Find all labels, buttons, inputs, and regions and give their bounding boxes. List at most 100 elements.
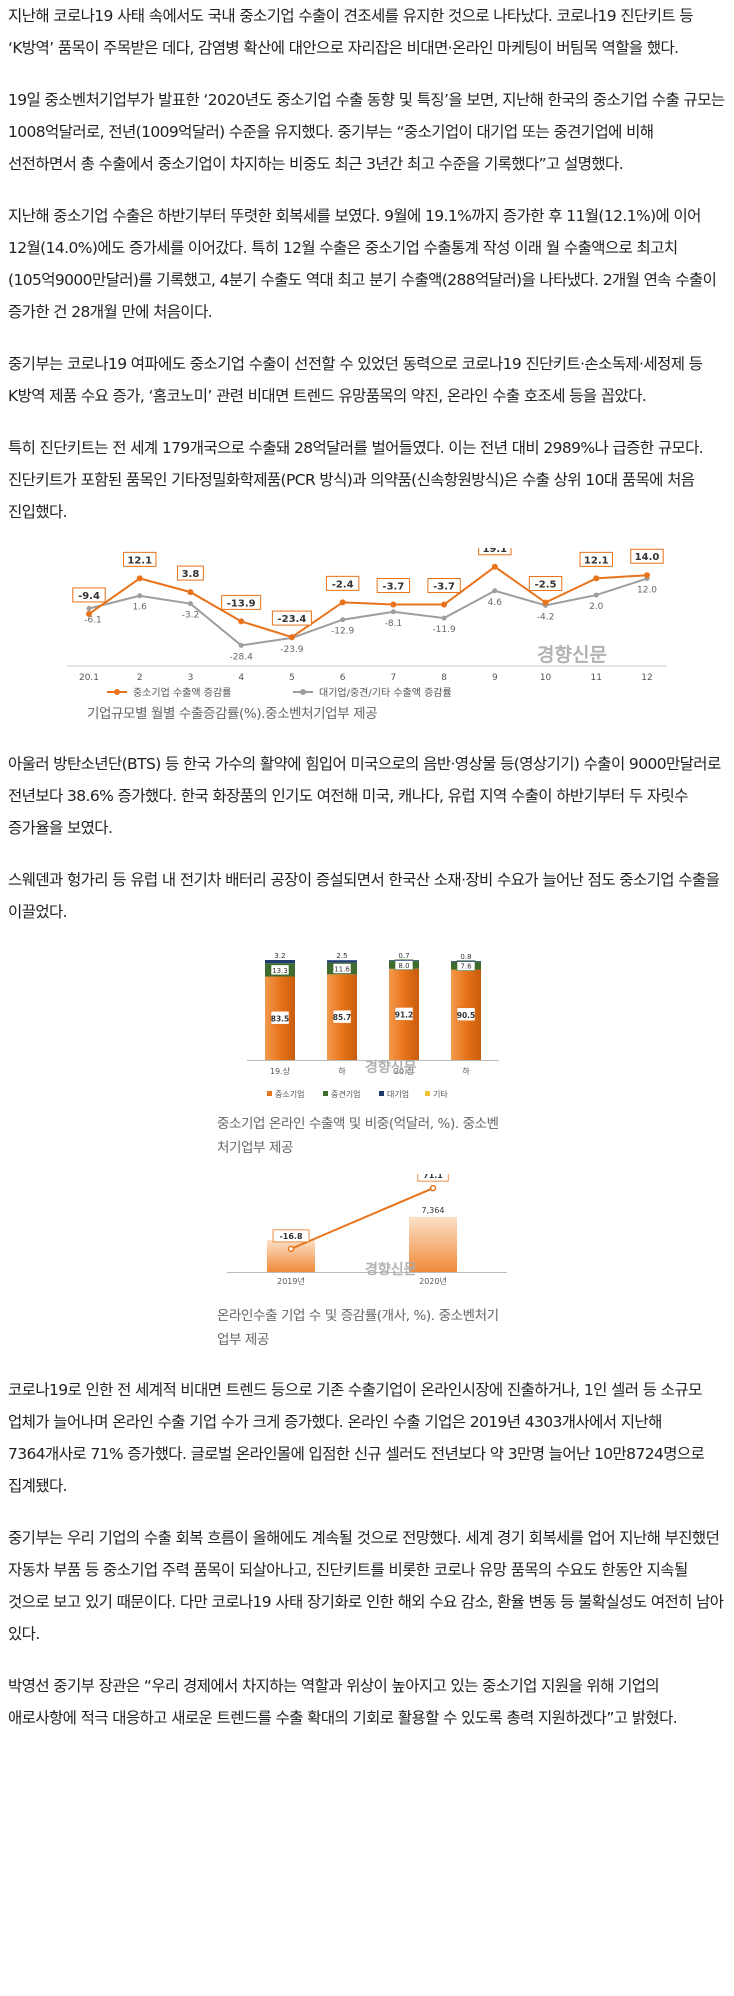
data-label-sme: -9.4 bbox=[78, 591, 100, 602]
x-tick-label: 12 bbox=[641, 673, 652, 683]
bar-value-box bbox=[332, 1009, 352, 1024]
paragraph: 아울러 방탄소년단(BTS) 등 한국 가수의 활약에 힘입어 미국으로의 음반… bbox=[8, 755, 721, 837]
data-label-sme: -2.5 bbox=[535, 580, 557, 591]
bar-segment-large bbox=[327, 960, 357, 963]
data-point-sme bbox=[288, 634, 295, 641]
x-tick-label: 11 bbox=[591, 673, 602, 683]
data-label-sme: -3.7 bbox=[382, 582, 404, 593]
export-growth-line-chart: 20.1 2 3 4 5 6 7 8 9 10 11 12 -6.1 1.6 -3.2 -28.4 -23.9 -… bbox=[67, 540, 667, 699]
data-point-large-firms bbox=[492, 588, 498, 594]
data-label-large-firms: 12.0 bbox=[637, 586, 657, 596]
exporter-count-bar bbox=[409, 1216, 457, 1272]
legend-marker-sme bbox=[114, 689, 120, 695]
x-tick-label: 10 bbox=[540, 673, 552, 683]
x-tick-label: 4 bbox=[238, 673, 244, 683]
bar-value-box bbox=[394, 959, 414, 971]
bar-segment-large bbox=[265, 960, 295, 964]
x-tick-label: 20.1 bbox=[79, 673, 99, 683]
data-label-large-firms: 4.6 bbox=[488, 598, 503, 608]
legend-swatch bbox=[379, 1091, 384, 1096]
data-label-box-sme bbox=[427, 578, 461, 594]
bar-segment-large bbox=[451, 961, 481, 962]
x-tick-label: 2 bbox=[137, 673, 143, 683]
bar-value-label-midsize: 8.0 bbox=[398, 962, 409, 970]
data-point-sme bbox=[542, 599, 549, 606]
x-tick-label: 2020년 bbox=[419, 1276, 447, 1286]
legend-label-large: 대기업 bbox=[387, 1090, 409, 1099]
data-label-large-firms: -28.4 bbox=[230, 652, 254, 662]
legend-swatch bbox=[323, 1091, 328, 1096]
bar-value-box bbox=[270, 964, 290, 976]
data-point-sme bbox=[593, 575, 600, 582]
x-tick-label: 19.상 bbox=[270, 1066, 291, 1076]
bar-value-box bbox=[456, 960, 476, 971]
growth-rate-label: -16.8 bbox=[279, 1232, 302, 1241]
chart2-caption: 중소기업 온라인 수출액 및 비중(억달러, %). 중소벤처기업부 제공 bbox=[217, 1116, 499, 1156]
bar-value-label-large: 0.8 bbox=[460, 953, 471, 961]
legend-label-midsize: 중견기업 bbox=[331, 1089, 360, 1099]
data-point-sme bbox=[86, 610, 92, 617]
bar-value-box bbox=[394, 1007, 414, 1021]
x-tick-label: 6 bbox=[340, 673, 346, 683]
data-label-sme: -13.9 bbox=[227, 598, 256, 609]
data-label-box-sme bbox=[221, 594, 262, 610]
export-growth-figure: 20.1 2 3 4 5 6 7 8 9 10 11 12 -6.1 1.6 -3.2 -28.4 -23.9 -… bbox=[47, 540, 687, 726]
data-point-sme bbox=[644, 572, 650, 579]
data-label-box-sme bbox=[72, 587, 106, 603]
article-body: 지난해 코로나19 사태 속에서도 국내 중소기업 수출이 견조세를 유지한 것… bbox=[8, 7, 725, 1727]
data-label-large-firms: -3.2 bbox=[182, 611, 200, 621]
legend-swatch bbox=[425, 1091, 430, 1096]
data-label-large-firms: 2.0 bbox=[589, 602, 604, 612]
data-point-large-firms bbox=[187, 601, 193, 607]
growth-rate-line bbox=[290, 1187, 434, 1250]
data-point-sme bbox=[491, 563, 498, 570]
data-point-large-firms bbox=[238, 642, 244, 648]
bar-value-label-midsize: 13.3 bbox=[272, 967, 288, 975]
data-label-large-firms: -23.9 bbox=[280, 645, 304, 655]
bar-value-label-large: 3.2 bbox=[274, 952, 285, 960]
x-tick-label: 3 bbox=[188, 673, 194, 683]
data-label-sme: -23.4 bbox=[277, 614, 306, 625]
data-label-sme: 12.1 bbox=[584, 555, 609, 566]
series-line-large-firms bbox=[88, 577, 648, 647]
data-point-sme bbox=[441, 601, 448, 608]
data-label-box-sme bbox=[177, 565, 204, 581]
legend-label-large-firms: 대기업/중견/기타 수출액 증감률 bbox=[319, 686, 452, 698]
bar-segment-large bbox=[389, 960, 419, 961]
online-export-share-figure: 83.5 13.3 3.2 19.상 85.7 11.6 2.5 하 91.2 8.0 0.7 20.… bbox=[217, 948, 517, 1160]
bar-value-label-midsize: 11.6 bbox=[334, 966, 350, 974]
online-export-stacked-bar-chart: 83.5 13.3 3.2 19.상 85.7 11.6 2.5 하 91.2 8.0 0.7 20.… bbox=[247, 952, 499, 1099]
data-point-large-firms bbox=[137, 593, 143, 599]
data-label-box-sme bbox=[630, 548, 664, 564]
legend-label-sme: 중소기업 수출액 증감률 bbox=[133, 686, 231, 698]
growth-rate-point bbox=[429, 1184, 437, 1192]
data-label-large-firms: -11.9 bbox=[432, 625, 456, 635]
bar-value-box bbox=[456, 1007, 476, 1022]
data-point-large-firms bbox=[340, 617, 346, 623]
paragraph: 지난해 코로나19 사태 속에서도 국내 중소기업 수출이 견조세를 유지한 것… bbox=[8, 7, 694, 57]
bar-value-box bbox=[270, 1010, 290, 1025]
x-tick-label: 8 bbox=[441, 673, 447, 683]
growth-rate-label-box bbox=[272, 1229, 310, 1243]
data-label-sme: -2.4 bbox=[332, 579, 354, 590]
data-point-large-firms bbox=[86, 605, 92, 611]
paragraph: 특히 진단키트는 전 세계 179개국으로 수출돼 28억달러를 벌어들였다. … bbox=[8, 439, 704, 521]
bar-value-label-midsize: 7.6 bbox=[460, 963, 472, 971]
data-label-sme: 19.1 bbox=[482, 548, 507, 555]
data-label-box-sme bbox=[271, 610, 312, 626]
paragraph: 중기부는 우리 기업의 수출 회복 흐름이 올해에도 계속될 것으로 전망했다.… bbox=[8, 1529, 724, 1643]
data-label-large-firms: -6.1 bbox=[84, 615, 102, 625]
x-tick-label: 5 bbox=[289, 673, 295, 683]
paragraph: 중기부는 코로나19 여파에도 중소기업 수출이 선전할 수 있었던 동력으로 … bbox=[8, 355, 703, 405]
chart1-caption: 기업규모별 월별 수출증감률(%).중소벤처기업부 제공 bbox=[87, 706, 378, 722]
bar-value-label-large: 2.5 bbox=[336, 952, 347, 960]
bar-value-box bbox=[332, 963, 352, 974]
bar-value-label-sme: 83.5 bbox=[271, 1014, 290, 1023]
watermark: 경향신문 bbox=[365, 1059, 417, 1076]
x-tick-label: 2019년 bbox=[277, 1276, 305, 1286]
data-label-sme: 3.8 bbox=[182, 569, 200, 580]
bar-value-label-sme: 91.2 bbox=[395, 1010, 414, 1019]
data-label-box-sme bbox=[579, 551, 613, 567]
